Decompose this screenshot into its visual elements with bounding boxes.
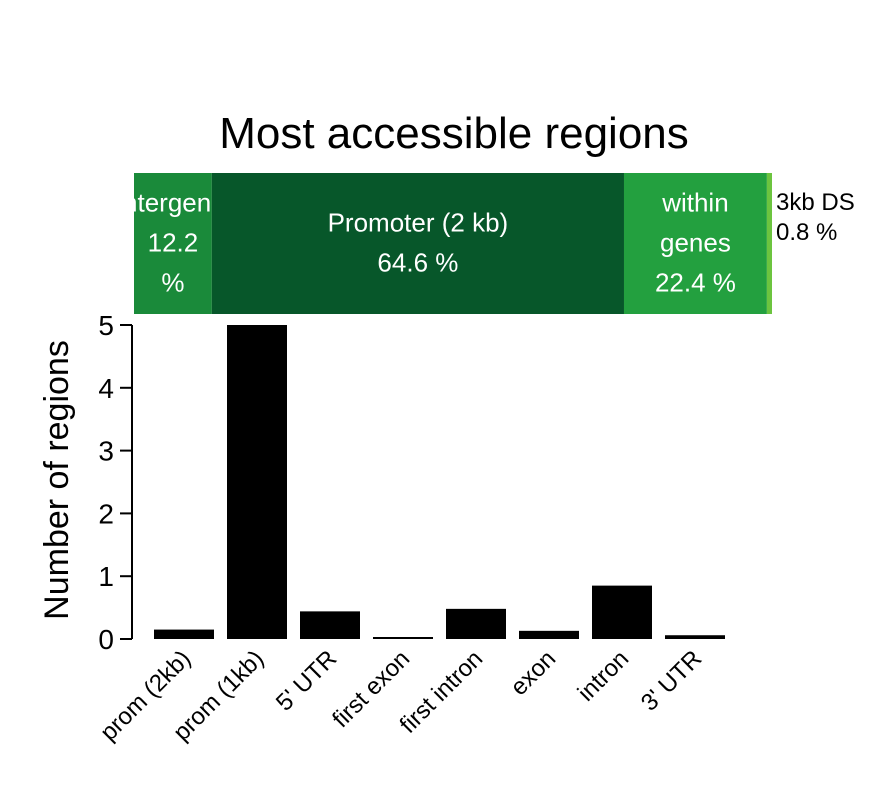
y-tick-label: 0 (98, 624, 114, 655)
composition-segment-label: 0.8 % (776, 219, 837, 246)
composition-segment-label: Intergenic (116, 188, 230, 218)
composition-segment (211, 173, 624, 314)
bar (373, 637, 433, 639)
bar (665, 635, 725, 639)
bar (300, 611, 360, 639)
chart-title: Most accessible regions (219, 109, 689, 158)
y-axis: 0 1 2 3 4 5 (98, 310, 133, 655)
bar (519, 630, 579, 639)
y-tick-label: 1 (98, 561, 114, 592)
composition-segment-label: genes (660, 228, 731, 258)
composition-segment (623, 173, 767, 314)
bar (227, 325, 287, 639)
composition-segment (766, 173, 772, 314)
x-category-label: exon (505, 645, 561, 701)
composition-segment-label: 12.2 (148, 228, 199, 258)
composition-segment-label: % (161, 268, 184, 298)
y-tick-label: 5 (98, 310, 114, 341)
composition-bar: Intergenic 12.2% Promoter (2 kb) 64.6 % with… (116, 173, 855, 314)
x-category-label: intron (573, 645, 635, 707)
y-tick-label: 4 (98, 373, 114, 404)
composition-segment-label: 64.6 % (377, 248, 458, 278)
bar (154, 629, 214, 639)
x-category-label: 5' UTR (271, 645, 342, 716)
composition-segment-label: 22.4 % (655, 268, 736, 298)
bars (154, 325, 725, 639)
bar (592, 585, 652, 639)
composition-segment-label: within (661, 188, 728, 218)
y-axis-label: Number of regions (38, 340, 76, 620)
composition-segment-label: Promoter (2 kb) (328, 208, 509, 238)
composition-segment (134, 173, 212, 314)
y-tick-label: 3 (98, 436, 114, 467)
bar (446, 608, 506, 639)
x-category-label: 3' UTR (636, 645, 707, 716)
composition-segment-label: 3kb DS (776, 189, 855, 216)
y-tick-label: 2 (98, 498, 114, 529)
